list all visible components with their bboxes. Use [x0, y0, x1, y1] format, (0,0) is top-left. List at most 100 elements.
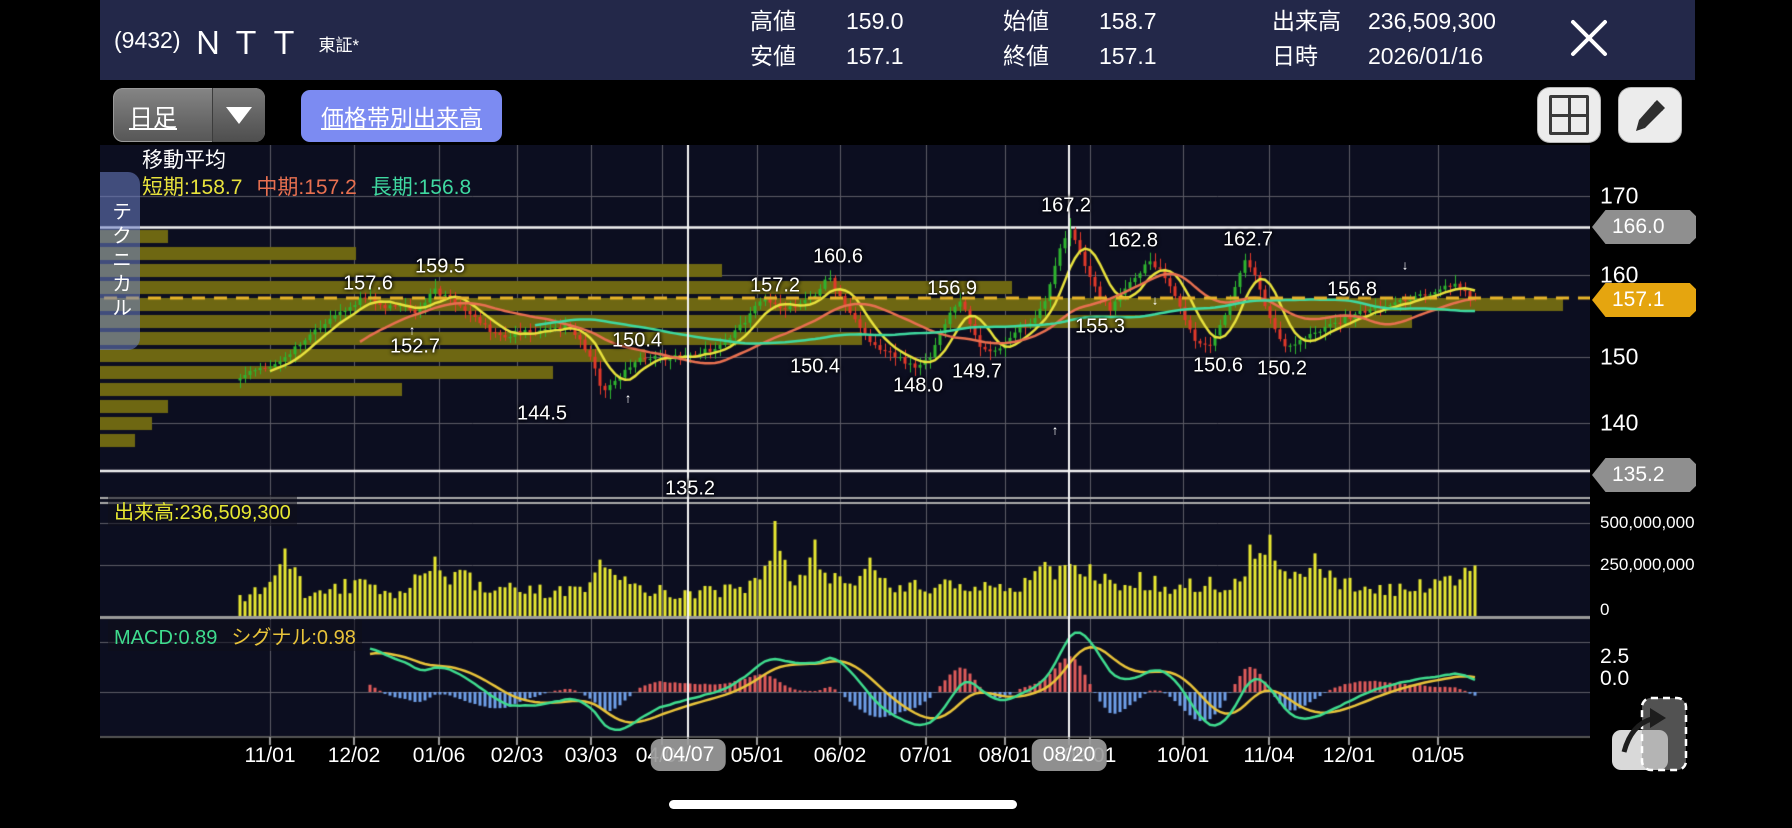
price-annotation: 160.6	[812, 245, 864, 268]
timeframe-select[interactable]: 日足	[113, 88, 265, 142]
volume-axis-tick: 500,000,000	[1600, 513, 1695, 532]
price-axis-tag: 166.0	[1592, 210, 1696, 244]
price-axis-tick: 140	[1600, 409, 1639, 436]
date-label: 08/01	[978, 744, 1032, 767]
stat-label: 出来高	[1272, 8, 1341, 34]
price-annotation: 144.5	[516, 402, 568, 425]
rotate-screen-icon	[1612, 696, 1688, 772]
price-annotation: 156.8	[1326, 278, 1378, 301]
price-annotation: 157.6	[342, 272, 394, 295]
macd-pane-label: MACD:0.89 シグナル:0.98	[108, 620, 362, 651]
market-label: 東証*	[318, 35, 360, 55]
price-annotation: 152.7	[389, 335, 441, 358]
price-axis-tick: 150	[1600, 343, 1639, 370]
stat-open: 始値 158.7	[1003, 7, 1157, 36]
stat-label: 安値	[750, 43, 796, 69]
volume-by-price-button[interactable]: 価格帯別出来高	[301, 90, 502, 142]
price-chart-canvas[interactable]	[100, 145, 1590, 746]
date-label: 12/02	[327, 744, 381, 767]
stat-value: 158.7	[1099, 8, 1157, 34]
stat-value: 157.1	[1099, 43, 1157, 69]
price-annotation: 149.7	[951, 360, 1003, 383]
ma-legend-title: 移動平均	[142, 149, 226, 172]
volume-axis-tick: 250,000,000	[1600, 555, 1695, 574]
timeframe-value: 日足	[129, 104, 177, 132]
date-label: 02/03	[490, 744, 544, 767]
date-label: 10/01	[1156, 744, 1210, 767]
stat-datetime: 日時 2026/01/16	[1272, 42, 1496, 71]
price-annotation: 162.8	[1107, 229, 1159, 252]
date-label: 12/01	[1322, 744, 1376, 767]
price-axis-tag: 157.1	[1592, 283, 1696, 317]
stat-label: 始値	[1003, 8, 1049, 34]
price-annotation: 156.9	[926, 277, 978, 300]
technical-tab[interactable]: テクニカル	[100, 172, 140, 350]
stat-high: 高値 159.0	[750, 7, 904, 36]
close-button[interactable]	[1561, 10, 1617, 66]
price-annotation: 162.7	[1222, 228, 1274, 251]
stat-col-highlow: 高値 159.0 安値 157.1	[750, 7, 904, 71]
price-annotation: 155.3	[1074, 315, 1126, 338]
price-annotation: 150.4	[611, 329, 663, 352]
symbol-name: ＮＴＴ	[192, 25, 307, 61]
stat-value: 159.0	[846, 8, 904, 34]
rotate-screen-button[interactable]	[1604, 688, 1690, 776]
price-annotation: 135.2	[664, 477, 716, 500]
macd-value: MACD:0.89	[114, 627, 218, 649]
chevron-down-icon	[212, 88, 265, 142]
home-indicator[interactable]	[669, 800, 1017, 809]
date-label: 01/06	[412, 744, 466, 767]
date-label: 11/01	[244, 744, 296, 767]
date-label: 03/03	[564, 744, 618, 767]
trade-marker-icon: ↓	[1401, 257, 1409, 273]
ma-mid-value: 中期:157.2	[256, 176, 357, 199]
symbol-title: (9432) ＮＴＴ 東証*	[114, 0, 359, 80]
quote-header: (9432) ＮＴＴ 東証* 高値 159.0 安値 157.1 始値 158.…	[100, 0, 1695, 80]
date-label: 07/01	[899, 744, 953, 767]
trade-marker-icon: ↑	[1051, 422, 1059, 438]
moving-average-legend: 移動平均 短期:158.7 中期:157.2 長期:156.8	[142, 147, 471, 201]
stat-close: 終値 157.1	[1003, 42, 1157, 71]
price-axis-tag: 135.2	[1592, 458, 1696, 492]
stat-volume: 出来高 236,509,300	[1272, 7, 1496, 36]
layout-grid-button[interactable]	[1538, 88, 1600, 142]
stat-col-openclose: 始値 158.7 終値 157.1	[1003, 7, 1157, 71]
macd-axis-tick: 2.5	[1600, 645, 1630, 668]
price-annotation: 148.0	[892, 374, 944, 397]
trade-marker-icon: ↓	[1151, 292, 1159, 308]
macd-axis-tick: 0.0	[1600, 667, 1630, 690]
date-label: 01/05	[1411, 744, 1465, 767]
stat-value: 2026/01/16	[1368, 43, 1484, 69]
volume-pane-label: 出来高:236,509,300	[108, 495, 297, 526]
trade-marker-icon: ↑	[624, 390, 632, 406]
price-annotation: 167.2	[1040, 194, 1092, 217]
price-annotation: 159.5	[414, 255, 466, 278]
date-tag: 08/20	[1031, 739, 1107, 771]
symbol-code: (9432)	[114, 26, 181, 53]
stat-label: 高値	[750, 8, 796, 34]
stat-value: 236,509,300	[1368, 8, 1496, 34]
price-annotation: 150.2	[1256, 357, 1308, 380]
date-label: 11/04	[1243, 744, 1295, 767]
pencil-icon	[1636, 100, 1665, 131]
stat-label: 日時	[1272, 43, 1318, 69]
price-annotation: 150.6	[1192, 354, 1244, 377]
stat-low: 安値 157.1	[750, 42, 904, 71]
price-annotation: 150.4	[789, 355, 841, 378]
close-icon	[1571, 20, 1607, 56]
grid-icon	[1549, 95, 1589, 135]
stat-label: 終値	[1003, 43, 1049, 69]
date-tag: 04/07	[650, 739, 726, 771]
draw-button[interactable]	[1619, 88, 1681, 142]
volume-axis-tick: 0	[1600, 600, 1610, 619]
date-label: 06/02	[813, 744, 867, 767]
price-axis-tick: 170	[1600, 182, 1639, 209]
date-label: 05/01	[730, 744, 784, 767]
ma-short-value: 短期:158.7	[142, 176, 243, 199]
stat-value: 157.1	[846, 43, 904, 69]
signal-value: シグナル:0.98	[231, 627, 356, 649]
trade-marker-icon: ↑	[408, 322, 416, 338]
price-annotation: 157.2	[749, 274, 801, 297]
ma-long-value: 長期:156.8	[370, 176, 472, 199]
